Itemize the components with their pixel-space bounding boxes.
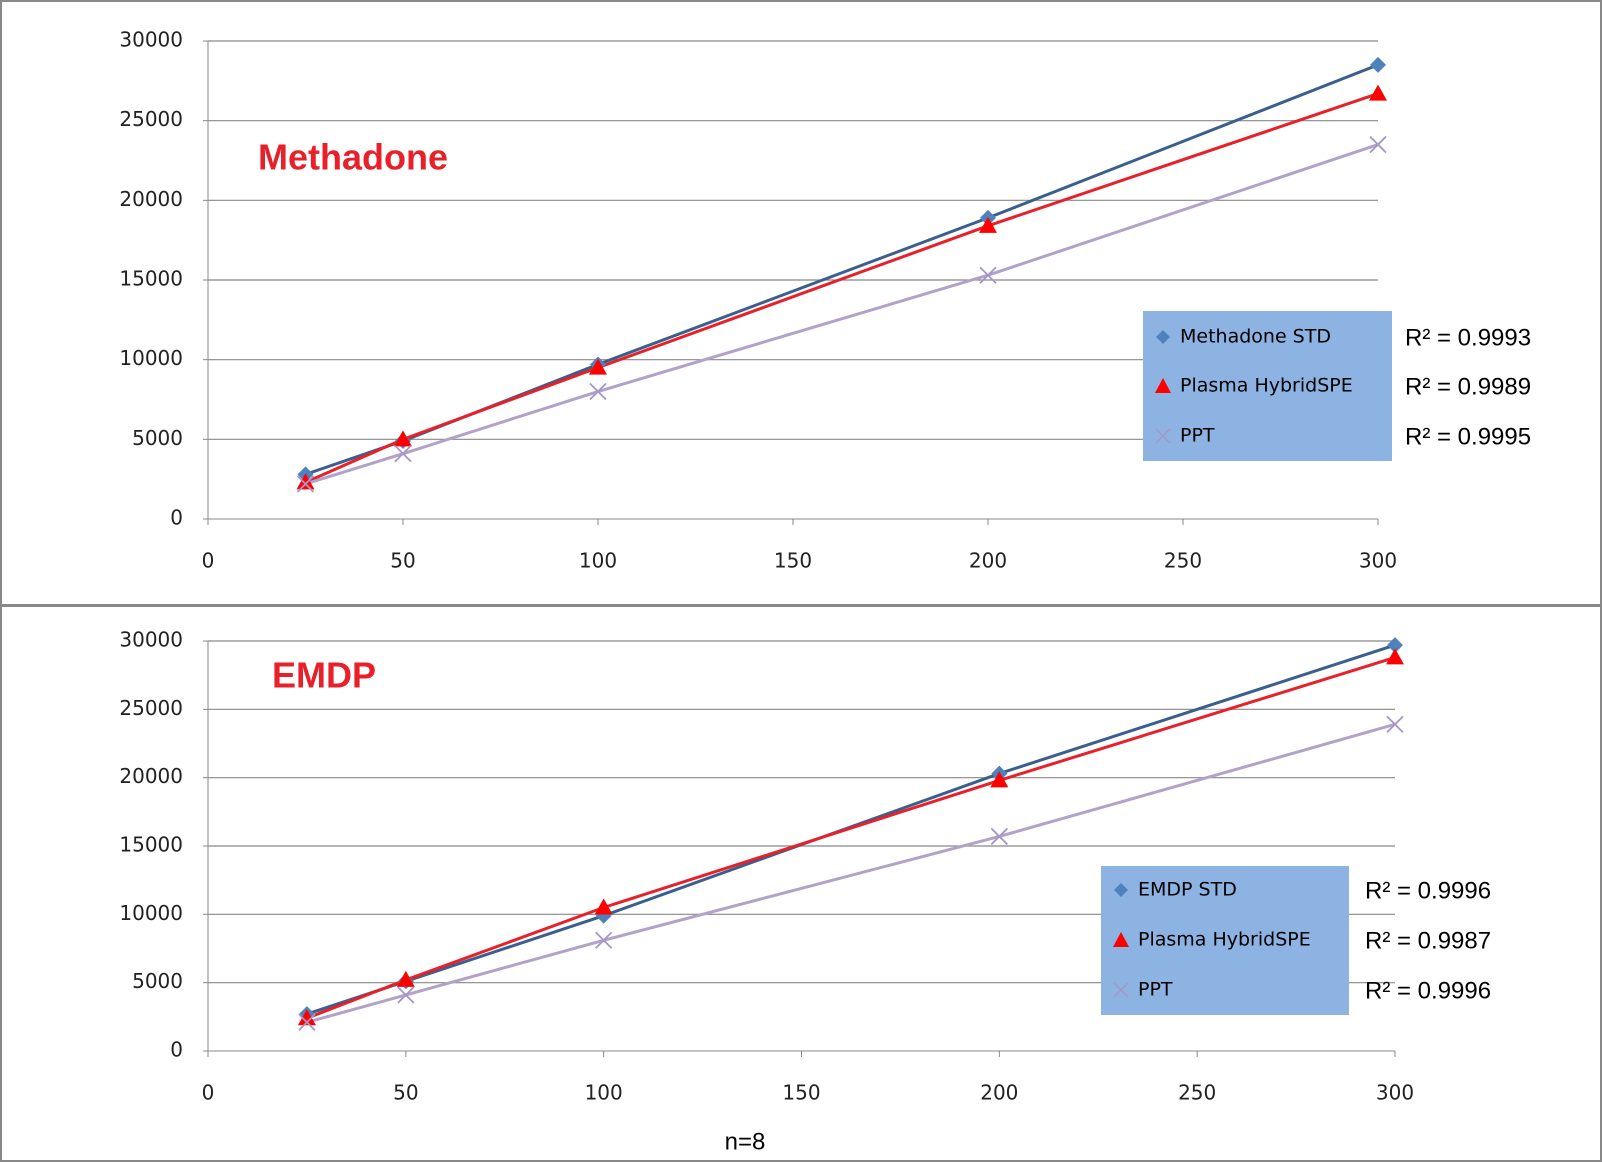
y-tick-label: 30000 — [119, 28, 183, 52]
panel-frame — [0, 605, 1602, 1162]
legend-label: PPT — [1138, 979, 1173, 1001]
legend-label: PPT — [1180, 425, 1215, 447]
legend-marker — [1114, 883, 1128, 897]
x-tick-label: 300 — [1376, 1081, 1414, 1105]
marker — [594, 898, 613, 915]
x-tick-label: 50 — [390, 549, 415, 573]
x-tick-label: 100 — [579, 549, 617, 573]
y-tick-label: 15000 — [119, 267, 183, 291]
marker — [396, 970, 415, 987]
legend-box — [1101, 866, 1349, 1015]
x-tick-label: 0 — [202, 1081, 215, 1105]
marker — [990, 771, 1009, 788]
legend-marker — [1155, 428, 1171, 444]
r-squared: R² = 0.9996 — [1365, 877, 1491, 904]
y-tick-label: 20000 — [119, 187, 183, 211]
legend-marker — [1155, 378, 1171, 393]
r-squared: R² = 0.9987 — [1365, 927, 1491, 954]
marker — [296, 473, 315, 490]
x-tick-label: 200 — [969, 549, 1007, 573]
title-backdrop — [262, 653, 502, 703]
r-squared: R² = 0.9993 — [1405, 324, 1531, 351]
marker — [979, 266, 997, 284]
x-tick-label: 150 — [782, 1081, 820, 1105]
y-tick-label: 30000 — [119, 628, 183, 652]
y-tick-label: 25000 — [119, 107, 183, 131]
y-tick-label: 10000 — [119, 346, 183, 370]
legend-box — [1143, 311, 1392, 461]
y-tick-label: 20000 — [119, 764, 183, 788]
y-tick-label: 0 — [170, 1038, 183, 1062]
x-tick-label: 250 — [1178, 1081, 1216, 1105]
marker — [1370, 56, 1386, 73]
marker — [589, 382, 607, 401]
legend-label: Plasma HybridSPE — [1180, 375, 1353, 397]
marker — [1369, 84, 1387, 101]
y-tick-label: 15000 — [119, 833, 183, 857]
legend-marker — [1113, 932, 1129, 947]
marker — [990, 827, 1008, 846]
marker — [1386, 648, 1404, 665]
marker — [298, 1013, 316, 1031]
legend-marker — [1113, 982, 1129, 998]
x-tick-label: 100 — [585, 1081, 623, 1105]
marker — [1387, 637, 1403, 654]
chart-title: EMDP — [272, 655, 376, 696]
marker — [394, 445, 412, 463]
marker — [296, 475, 315, 493]
x-tick-label: 300 — [1359, 549, 1397, 573]
y-tick-label: 5000 — [132, 969, 183, 993]
y-tick-label: 25000 — [119, 696, 183, 720]
r-squared: R² = 0.9996 — [1365, 977, 1491, 1004]
marker — [1386, 715, 1404, 734]
chart-title: Methadone — [258, 137, 448, 178]
x-tick-label: 200 — [980, 1081, 1018, 1105]
panel-frame — [0, 0, 1602, 606]
x-tick-label: 0 — [202, 549, 215, 573]
r-squared: R² = 0.9995 — [1405, 423, 1531, 450]
marker — [979, 216, 997, 233]
x-tick-label: 50 — [393, 1081, 418, 1105]
legend-label: Plasma HybridSPE — [1138, 929, 1311, 951]
marker — [1369, 135, 1387, 154]
marker — [297, 1009, 316, 1026]
y-tick-label: 5000 — [132, 426, 183, 450]
title-backdrop — [248, 135, 488, 185]
caption: n=8 — [725, 1128, 766, 1155]
legend-label: EMDP STD — [1138, 879, 1237, 901]
marker — [595, 931, 613, 949]
marker — [589, 358, 607, 375]
legend-marker — [1156, 330, 1170, 344]
marker — [394, 430, 412, 447]
marker — [397, 986, 415, 1004]
x-tick-label: 250 — [1164, 549, 1202, 573]
y-tick-label: 10000 — [119, 901, 183, 925]
y-tick-label: 0 — [170, 506, 183, 530]
r-squared: R² = 0.9989 — [1405, 373, 1531, 400]
legend-label: Methadone STD — [1180, 326, 1331, 348]
x-tick-label: 150 — [774, 549, 812, 573]
